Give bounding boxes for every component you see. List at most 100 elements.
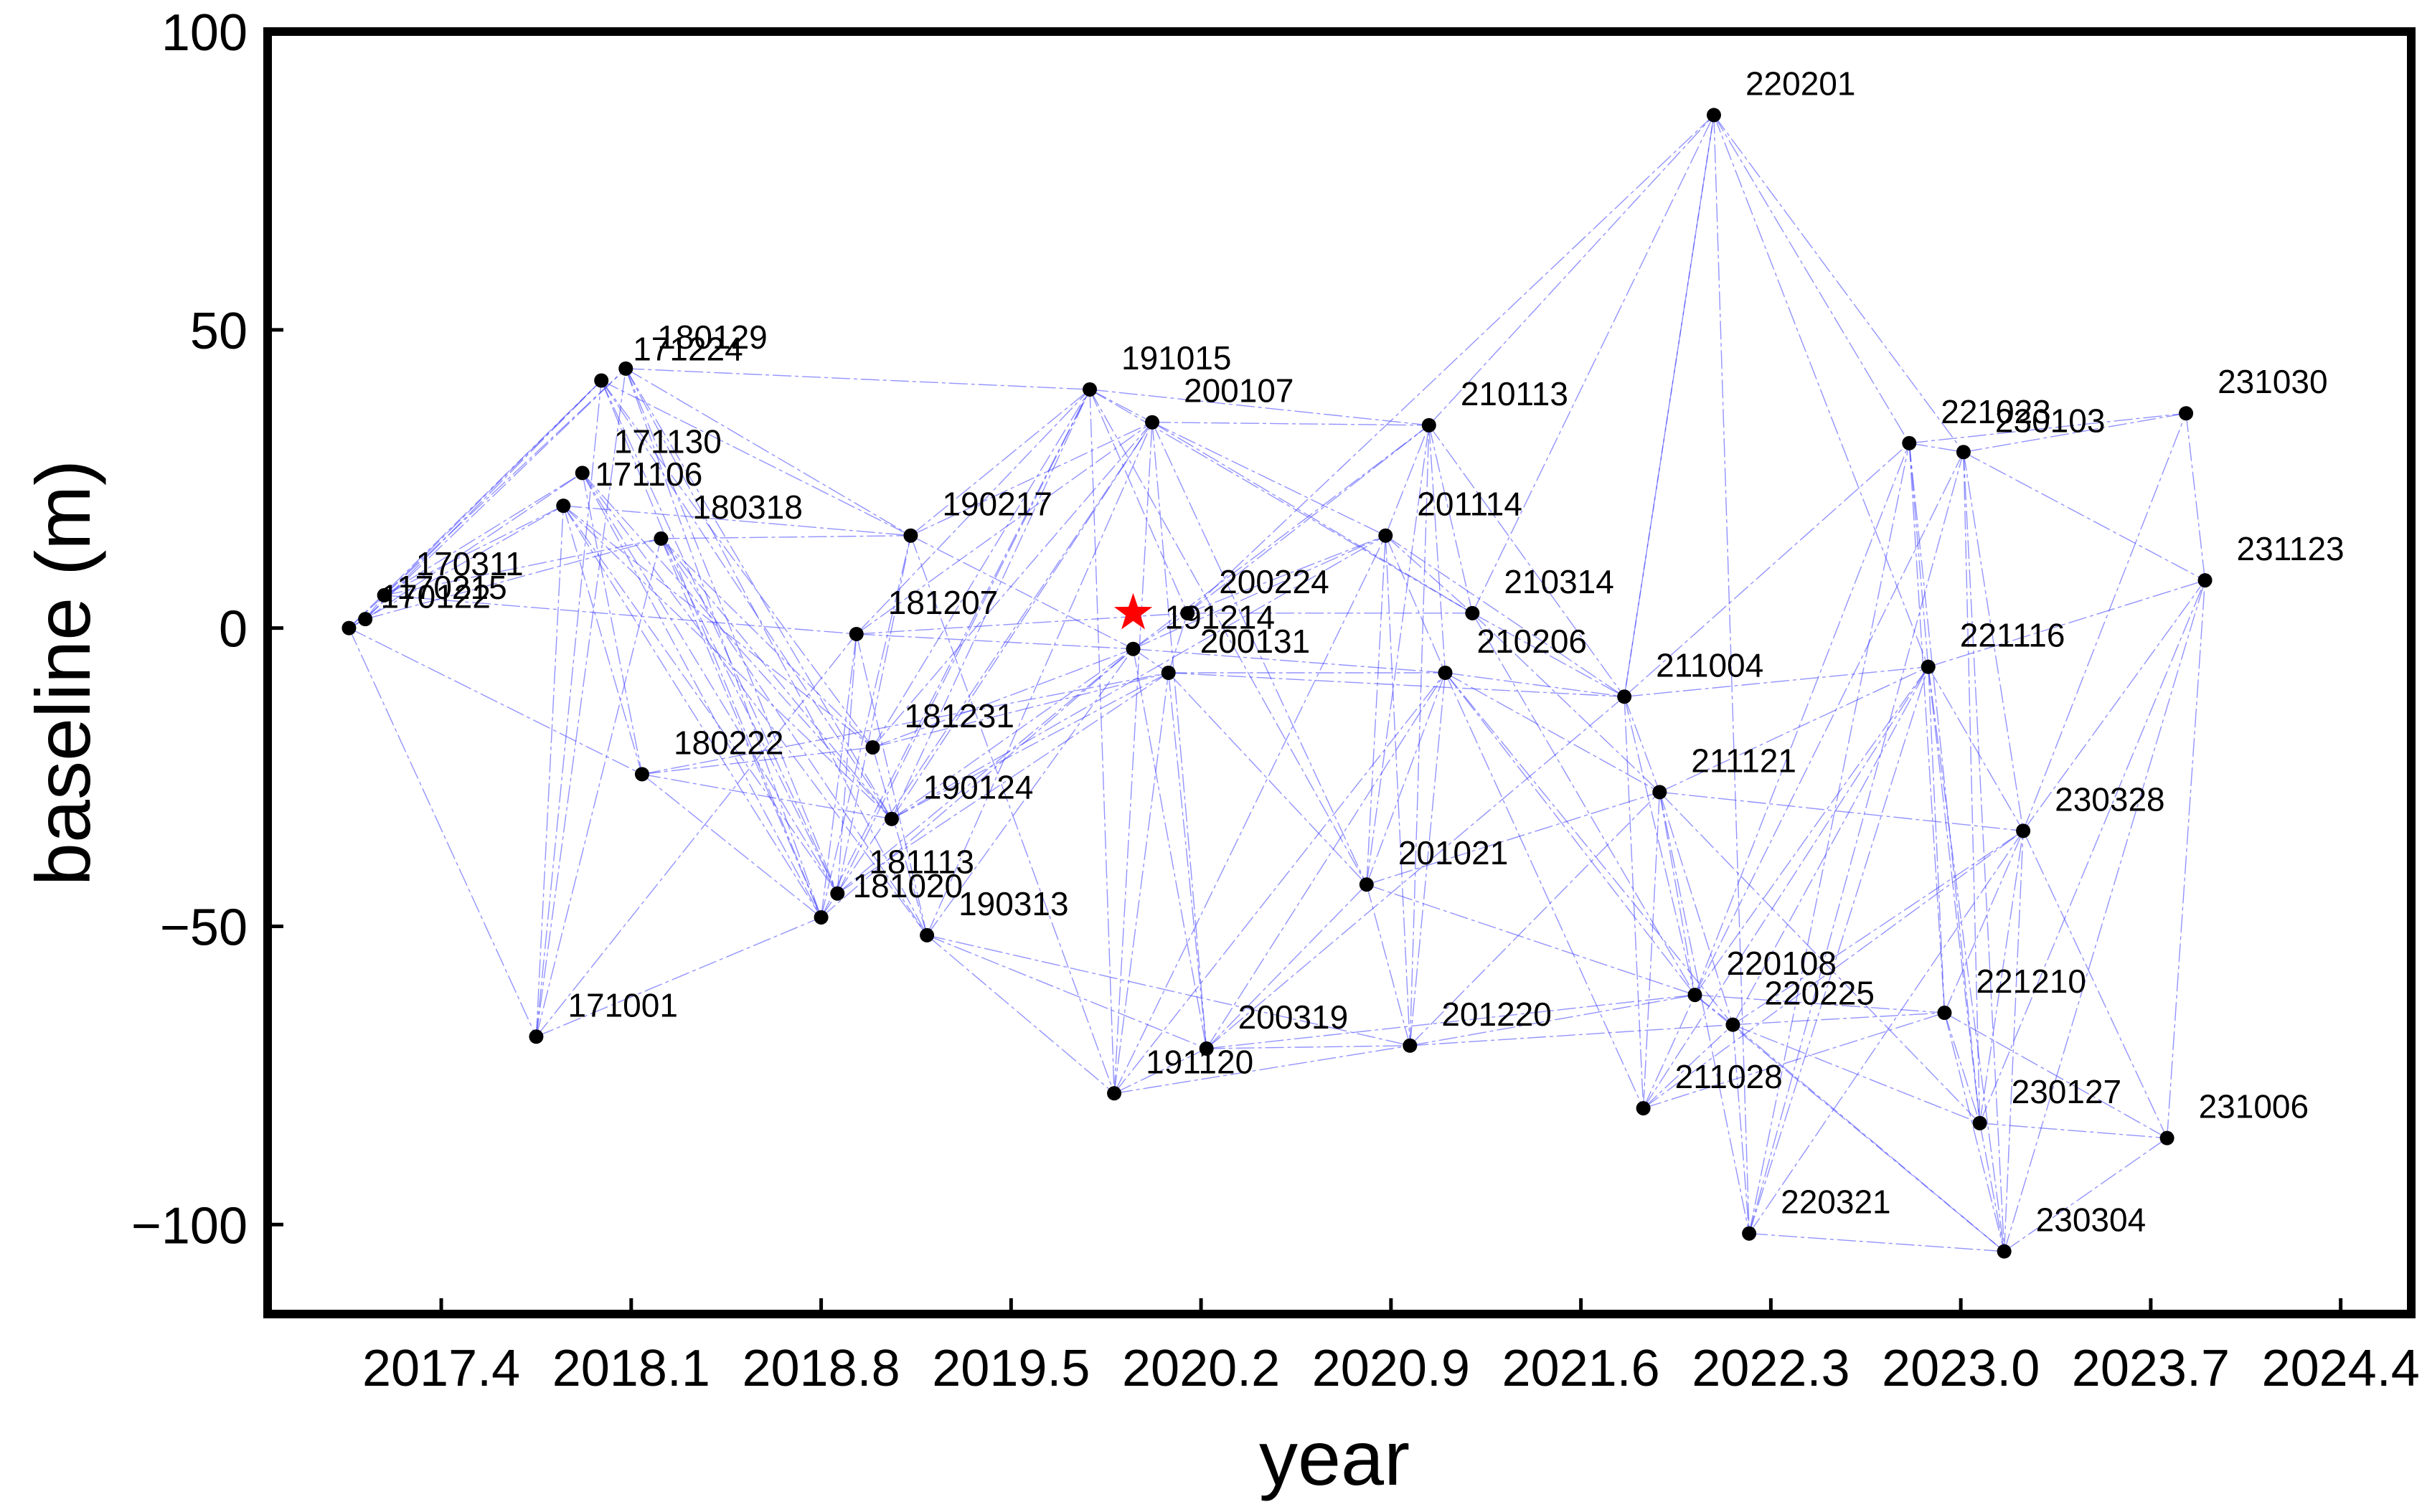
point-label: 191015 <box>1121 339 1232 377</box>
data-point <box>1180 605 1195 620</box>
edge-line <box>1089 389 1153 423</box>
data-point <box>1636 1101 1651 1116</box>
edge-line <box>1943 1012 1981 1124</box>
x-tick-label: 2022.3 <box>1692 1340 1850 1397</box>
point-label: 221116 <box>1960 617 2065 654</box>
edge-line <box>1151 422 1367 885</box>
edge-line <box>1733 1012 1945 1026</box>
point-label: 220108 <box>1726 945 1837 982</box>
edge-line <box>1471 613 1696 996</box>
edge-line <box>1151 422 1473 614</box>
edge-line <box>364 368 626 620</box>
point-label: 180129 <box>657 318 768 356</box>
edge-line <box>910 389 1090 537</box>
edge-line <box>1385 425 1430 536</box>
edge-line <box>1928 666 1946 1013</box>
edge-line <box>1366 791 1660 885</box>
edge-line <box>1908 443 1981 1123</box>
edge-line <box>348 628 537 1037</box>
edge-line <box>1979 1123 2167 1139</box>
edge-line <box>1748 452 1964 1234</box>
edge-line <box>562 505 892 820</box>
data-point <box>1145 415 1160 430</box>
edge-line <box>1168 672 1207 1049</box>
edge-line <box>1643 666 1929 1109</box>
edge-line <box>926 935 1410 1046</box>
edge-line <box>1113 422 1153 1094</box>
data-point <box>1465 605 1480 620</box>
edge-line <box>1642 792 1661 1109</box>
data-point <box>358 612 373 627</box>
edge-line <box>1187 425 1430 614</box>
edge-line <box>1206 1045 1410 1049</box>
point-label: 170215 <box>397 569 507 606</box>
point-label: 200319 <box>1238 998 1349 1036</box>
edge-line <box>820 389 1090 918</box>
edge-line <box>600 379 911 537</box>
edge-line <box>1979 1123 2005 1252</box>
edge-line <box>1749 1233 2004 1252</box>
edge-line <box>625 368 928 936</box>
edge-line <box>626 368 1090 390</box>
data-point <box>1359 877 1374 892</box>
x-tick-label: 2024.4 <box>2262 1340 2420 1397</box>
edge-line <box>384 472 583 596</box>
edge-line <box>1642 994 1696 1109</box>
point-label: 221210 <box>1976 963 2086 1000</box>
edge-line <box>1089 389 1188 614</box>
axis-ticks: 2017.4 2018.1 2018.8 2019.5 2020.2 2020.9 2021… <box>131 4 2420 1397</box>
point-label: 180318 <box>692 488 803 526</box>
edge-line <box>1206 672 1446 1049</box>
y-tick-label: 0 <box>219 601 248 658</box>
edge-line <box>2003 580 2206 1252</box>
edge-line <box>1695 994 1945 1013</box>
edge-line <box>1643 1024 1733 1109</box>
edge-line <box>364 380 602 620</box>
data-point <box>1742 1226 1757 1241</box>
edge-line <box>535 368 626 1037</box>
point-label: 171224 <box>633 331 743 368</box>
edge-line <box>1748 830 2024 1234</box>
edge-line <box>660 538 892 820</box>
edge-line <box>1445 672 1660 793</box>
edge-line <box>837 672 1169 894</box>
point-label: 181207 <box>888 584 999 621</box>
edge-line <box>582 472 928 936</box>
point-label: 210113 <box>1461 375 1568 412</box>
edge-line <box>1944 1012 2167 1139</box>
edge-line <box>910 535 1115 1094</box>
x-axis-label: year <box>1259 1414 1410 1501</box>
point-label: 190217 <box>942 486 1052 523</box>
edge-line <box>1409 425 1430 1046</box>
y-tick-label: −50 <box>160 899 248 956</box>
edge-line <box>2022 831 2168 1138</box>
point-label: 221023 <box>1941 393 2051 430</box>
edge-line <box>384 505 564 596</box>
edge-line <box>1624 115 1715 697</box>
edge-line <box>1089 389 1367 885</box>
point-label: 201220 <box>1441 996 1552 1033</box>
edge-line <box>891 389 1090 820</box>
edge-line <box>1624 696 1660 793</box>
edge-line <box>1694 443 1910 996</box>
edge-line <box>625 368 838 894</box>
data-point <box>1652 785 1667 800</box>
data-point <box>1083 382 1098 397</box>
edge-line <box>837 535 912 894</box>
edge-line <box>1410 1024 1733 1046</box>
edge-line <box>384 380 602 596</box>
data-point <box>2016 823 2031 838</box>
data-points <box>341 108 2213 1259</box>
edge-line <box>1908 443 1929 667</box>
edge-line <box>910 535 1134 650</box>
x-tick-label: 2018.1 <box>552 1340 710 1397</box>
x-tick-label: 2019.5 <box>932 1340 1090 1397</box>
edge-line <box>1366 535 1386 885</box>
point-label: 200107 <box>1184 372 1294 410</box>
edge-line <box>1624 696 1696 996</box>
point-label: 170311 <box>416 545 524 582</box>
edge-line <box>1385 535 1446 674</box>
point-label: 201021 <box>1398 834 1509 871</box>
edge-line <box>660 538 838 894</box>
edge-line <box>384 538 661 596</box>
